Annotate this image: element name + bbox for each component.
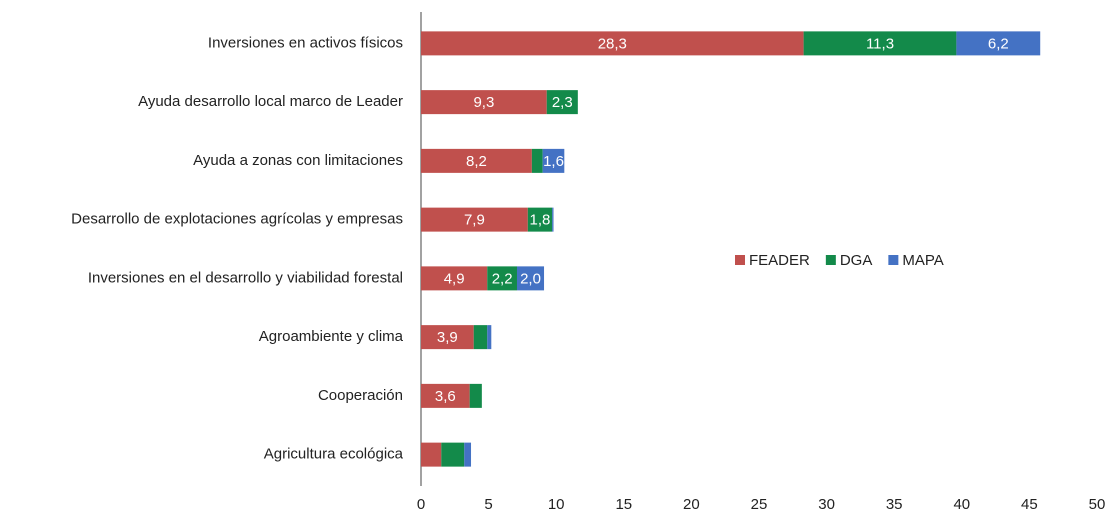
- y-tick-label: Inversiones en activos físicos: [208, 34, 403, 51]
- bar-segment: [421, 31, 804, 56]
- x-tick-label: 40: [953, 496, 970, 513]
- bar-segment: [542, 148, 565, 173]
- bar-segment: [464, 442, 472, 467]
- bar-segment: [487, 325, 492, 350]
- y-tick-label: Ayuda desarrollo local marco de Leader: [138, 93, 403, 110]
- bar-segment: [527, 207, 553, 232]
- legend-swatch: [735, 255, 745, 265]
- x-tick-label: 5: [484, 496, 492, 513]
- bar-segment: [473, 325, 488, 350]
- x-tick-label: 0: [417, 496, 425, 513]
- legend-swatch: [825, 255, 836, 265]
- data-label: 6,2: [988, 35, 1009, 52]
- x-tick-label: 35: [886, 496, 903, 513]
- data-label: 1,6: [543, 153, 564, 170]
- bar-segment: [421, 442, 442, 467]
- legend-label: DGA: [840, 252, 873, 269]
- x-tick-label: 45: [1021, 496, 1038, 513]
- bar-segment: [421, 90, 547, 115]
- y-tick-label: Ayuda a zonas con limitaciones: [193, 152, 403, 169]
- bar-segment: [421, 325, 474, 350]
- bar-segment: [531, 148, 543, 173]
- bar-segment: [552, 207, 554, 232]
- data-label: 1,8: [530, 212, 551, 229]
- bar-segment: [803, 31, 957, 56]
- legend-label: MAPA: [902, 252, 943, 269]
- bar-segment: [469, 383, 482, 408]
- data-label: 11,3: [866, 35, 894, 52]
- data-label: 2,0: [520, 270, 541, 287]
- x-tick-label: 15: [615, 496, 632, 513]
- bar-segment: [421, 266, 488, 291]
- bar-segment: [546, 90, 578, 115]
- legend-label: FEADER: [749, 252, 810, 269]
- x-tick-label: 10: [548, 496, 565, 513]
- bar-segment: [421, 383, 470, 408]
- x-tick-label: 50: [1089, 496, 1106, 513]
- data-label: 2,3: [552, 94, 573, 111]
- bar-segment: [421, 207, 528, 232]
- y-tick-label: Inversiones en el desarrollo y viabilida…: [88, 269, 403, 286]
- y-tick-label: Agroambiente y clima: [259, 328, 404, 345]
- y-tick-label: Desarrollo de explotaciones agrícolas y …: [71, 211, 403, 228]
- x-tick-label: 30: [818, 496, 835, 513]
- x-tick-label: 20: [683, 496, 700, 513]
- y-tick-label: Agricultura ecológica: [264, 446, 404, 463]
- data-label: 28,3: [598, 35, 627, 52]
- data-label: 3,6: [435, 388, 456, 405]
- bar-segment: [516, 266, 545, 291]
- bar-segment: [421, 148, 532, 173]
- data-label: 4,9: [444, 270, 465, 287]
- bar-segment: [956, 31, 1041, 56]
- data-label: 3,9: [437, 329, 458, 346]
- bar-segment: [441, 442, 465, 467]
- data-label: 9,3: [473, 94, 494, 111]
- x-tick-label: 25: [751, 496, 768, 513]
- data-label: 2,2: [492, 270, 513, 287]
- data-label: 8,2: [466, 153, 487, 170]
- y-tick-label: Cooperación: [318, 387, 403, 404]
- bar-segment: [487, 266, 517, 291]
- legend-swatch: [888, 255, 899, 265]
- data-label: 7,9: [464, 212, 485, 229]
